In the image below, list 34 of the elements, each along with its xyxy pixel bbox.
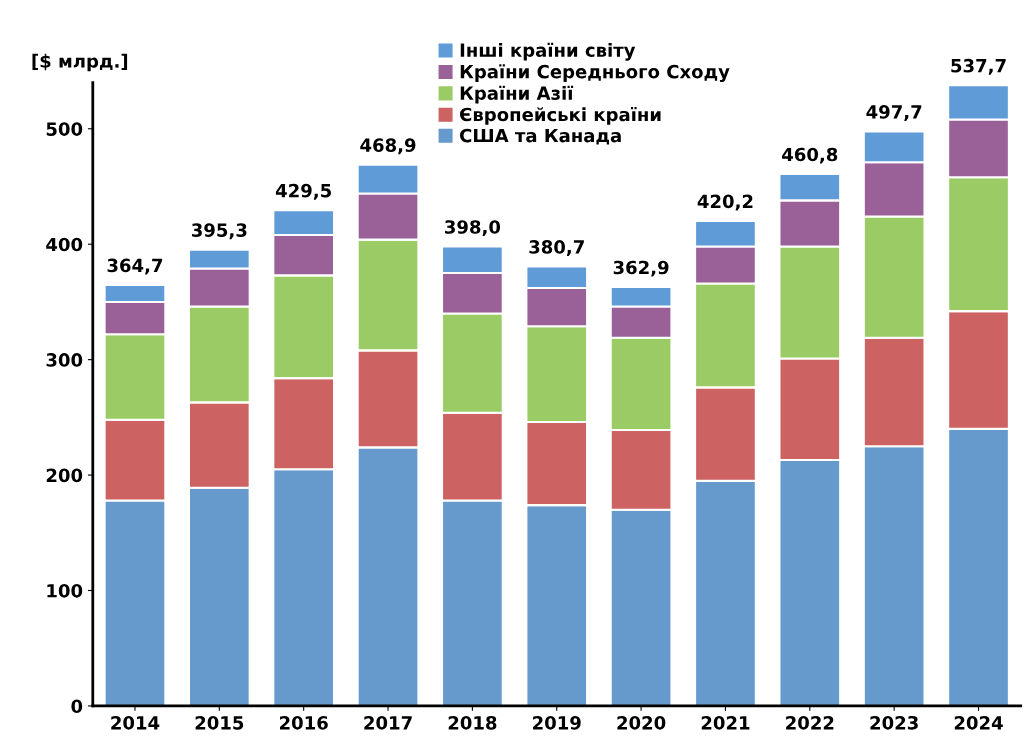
total-label: 395,3: [191, 223, 247, 240]
x-tick-label: 2016: [279, 715, 328, 730]
x-tick-label: 2020: [617, 715, 666, 730]
y-axis-title: [$ млрд.]: [32, 53, 128, 72]
total-label: 362,9: [613, 260, 669, 277]
x-tick-label: 2019: [533, 715, 581, 730]
y-tick-label: 100: [47, 583, 83, 598]
total-label: 398,0: [445, 220, 501, 237]
x-tick-label: 2018: [448, 715, 497, 730]
y-tick-label: 200: [46, 468, 83, 483]
total-label: 420,2: [697, 194, 753, 211]
total-label: 364,7: [107, 258, 163, 275]
legend-label: Країни Азії: [460, 85, 574, 104]
x-tick-label: 2014: [111, 715, 160, 730]
y-tick-label: 400: [46, 237, 83, 252]
total-label: 537,7: [951, 58, 1006, 75]
y-tick-label: 500: [46, 122, 83, 136]
x-tick-label: 2024: [954, 715, 1003, 730]
x-tick-label: 2022: [786, 715, 834, 730]
total-label: 429,5: [275, 183, 331, 200]
total-label: 497,7: [866, 105, 922, 122]
x-tick-label: 2023: [870, 715, 918, 730]
legend-label: Інші країни світу: [460, 42, 636, 61]
x-tick-label: 2015: [195, 715, 244, 730]
total-label: 468,9: [360, 138, 416, 155]
legend-label: Європейські країни: [460, 107, 661, 125]
total-label: 380,7: [529, 240, 584, 257]
y-tick-label: 300: [46, 353, 83, 367]
y-tick-label: 0: [71, 699, 83, 714]
legend-label: США та Канада: [460, 128, 621, 145]
total-label: 460,8: [782, 147, 838, 164]
x-tick-label: 2017: [364, 715, 412, 730]
legend-label: Країни Середнього Сходу: [460, 64, 730, 83]
x-tick-label: 2021: [701, 715, 750, 730]
